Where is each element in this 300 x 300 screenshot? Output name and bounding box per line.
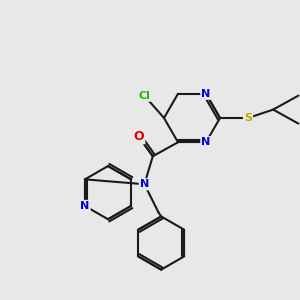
Text: N: N xyxy=(201,137,211,147)
Text: Cl: Cl xyxy=(139,91,150,100)
Text: N: N xyxy=(80,201,90,211)
Text: S: S xyxy=(244,113,252,123)
Text: N: N xyxy=(140,179,149,189)
Text: O: O xyxy=(134,130,144,143)
Text: N: N xyxy=(201,89,211,99)
